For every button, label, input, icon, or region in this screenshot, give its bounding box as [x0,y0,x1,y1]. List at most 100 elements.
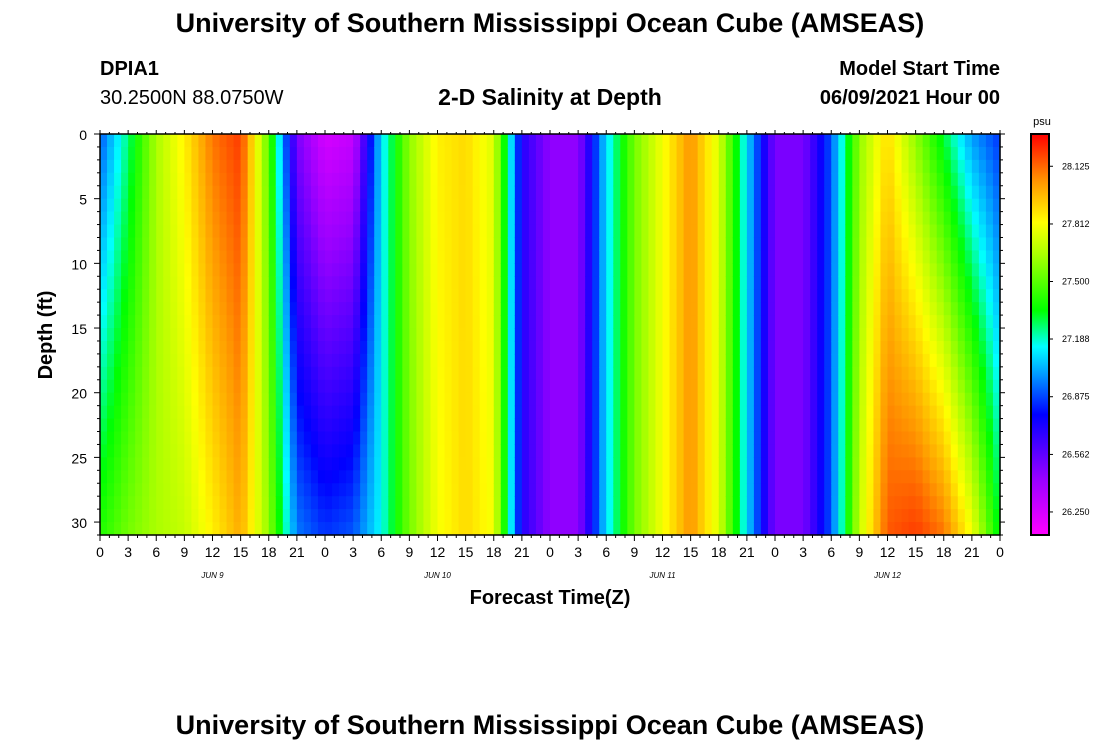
heatmap-cell [458,185,467,200]
heatmap-cell [240,392,249,407]
heatmap-cell [177,470,185,484]
heatmap-cell [254,431,263,446]
heatmap-cell [782,185,790,200]
heatmap-cell [606,224,614,239]
heatmap-cell [571,392,579,407]
heatmap-cell [100,392,108,407]
heatmap-cell [521,457,530,471]
heatmap-cell [339,509,347,523]
heatmap-cell [817,431,825,446]
heatmap-cell [578,496,586,510]
heatmap-cell [170,237,178,252]
heatmap-cell [303,263,312,277]
heatmap-cell [430,250,439,264]
heatmap-cell [571,470,579,484]
heatmap-cell [289,418,298,433]
heatmap-cell [128,522,136,536]
heatmap-cell [880,496,889,510]
heatmap-cell [634,366,643,381]
heatmap-cell [212,263,221,277]
heatmap-cell [353,470,361,484]
heatmap-cell [746,522,755,536]
heatmap-cell [985,172,994,187]
heatmap-cell [746,315,755,329]
heatmap-cell [627,211,635,226]
heatmap-cell [121,185,129,200]
heatmap-cell [479,276,488,290]
heatmap-cell [964,302,973,316]
x-tick-label: 12 [430,544,446,560]
heatmap-cell [163,302,171,316]
heatmap-cell [346,198,354,213]
heatmap-cell [746,302,755,316]
heatmap-cell [507,172,516,187]
heatmap-cell [676,172,685,187]
heatmap-cell [339,457,347,471]
heatmap-cell [908,392,917,407]
heatmap-cell [219,353,228,368]
heatmap-cell [254,211,263,226]
heatmap-cell [746,340,755,355]
heatmap-cell [782,366,790,381]
heatmap-cell [697,509,706,523]
heatmap-cell [978,379,987,394]
heatmap-cell [648,392,657,407]
heatmap-cell [760,431,769,446]
heatmap-cell [775,250,783,264]
heatmap-cell [985,483,994,497]
heatmap-cell [803,224,811,239]
heatmap-cell [142,250,150,264]
heatmap-cell [929,522,938,536]
heatmap-cell [669,134,678,148]
heatmap-cell [557,134,565,148]
heatmap-cell [310,366,319,381]
heatmap-cell [184,211,193,226]
heatmap-cell [718,444,727,458]
heatmap-cell [493,379,502,394]
heatmap-cell [887,431,896,446]
heatmap-cell [634,276,643,290]
heatmap-cell [880,263,889,277]
heatmap-cell [831,172,839,187]
heatmap-cell [507,263,516,277]
heatmap-cell [535,185,544,200]
heatmap-cell [578,159,586,174]
heatmap-cell [887,470,896,484]
heatmap-cell [908,146,917,161]
heatmap-cell [894,392,903,407]
heatmap-cell [423,134,432,148]
heatmap-cell [500,366,509,381]
heatmap-cell [395,289,403,303]
heatmap-cell [613,146,621,161]
heatmap-cell [437,379,446,394]
heatmap-cell [550,198,558,213]
heatmap-cell [282,315,291,329]
heatmap-cell [472,470,481,484]
heatmap-cell [873,146,882,161]
heatmap-cell [514,405,523,420]
heatmap-cell [219,470,228,484]
heatmap-cell [388,405,396,420]
heatmap-cell [880,405,889,420]
heatmap-cell [943,289,952,303]
heatmap-cell [564,418,572,433]
heatmap-cell [430,509,439,523]
heatmap-cell [655,250,664,264]
heatmap-cell [915,328,924,342]
heatmap-cell [789,353,797,368]
heatmap-cell [704,302,713,316]
heatmap-cell [163,185,171,200]
heatmap-cell [381,250,389,264]
heatmap-cell [254,315,263,329]
heatmap-cell [198,328,207,342]
heatmap-cell [261,263,270,277]
heatmap-cell [254,289,263,303]
heatmap-cell [205,340,214,355]
heatmap-cell [367,444,375,458]
heatmap-cell [100,134,108,148]
heatmap-cell [367,353,375,368]
heatmap-cell [929,172,938,187]
heatmap-cell [535,263,544,277]
heatmap-cell [528,496,537,510]
heatmap-cell [676,444,685,458]
